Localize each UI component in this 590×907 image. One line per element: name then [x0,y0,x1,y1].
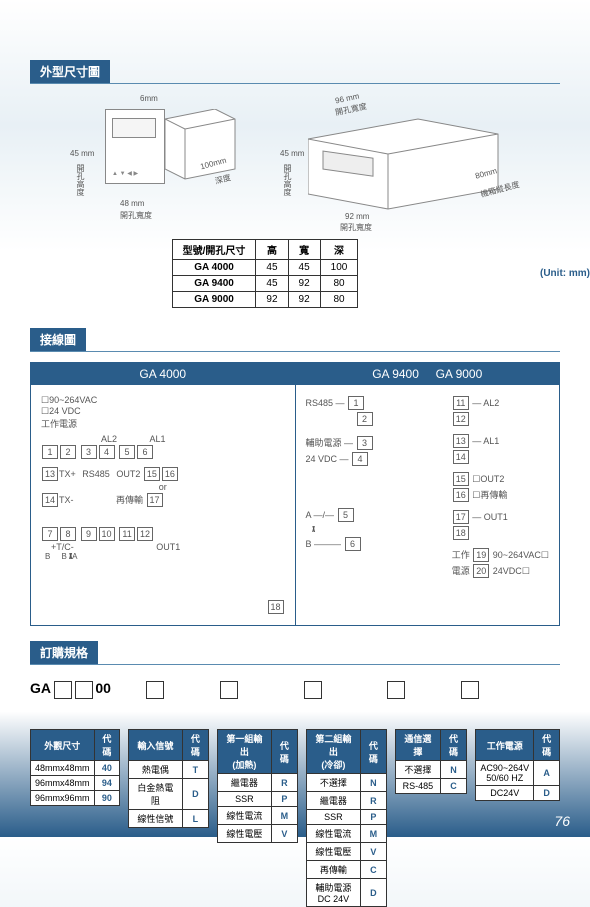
section-divider [30,664,560,665]
iso-9400-icon [308,109,518,219]
table-row: GA 9000929280 [172,292,358,308]
code-slot [54,681,72,699]
drawing-ga9400-9000: 96 mm 開孔寬度 45 mm 開孔高度 80mm 機箱縱長度 92 mm 開… [280,94,520,224]
ordering-tables-row: 外觀尺寸代碼48mmx48mm4096mmx48mm9496mmx96mm90輸… [30,729,560,907]
table-row: 再傳輸C [307,861,387,879]
dim-table-header: 型號/開孔尺寸 [172,240,256,260]
code-slot [461,681,479,699]
dim-table-header: 深 [320,240,358,260]
drawing-ga4000: 6mm 45 mm ▲ ▼ ◀ ▶ 45mm 100mm 48 mm 開孔寬度 … [70,94,250,224]
page-number: 76 [554,813,570,829]
dim-table-header: 高 [256,240,288,260]
table-row: 繼電器R [218,774,298,792]
code-slot [146,681,164,699]
code-slot [387,681,405,699]
code-slot [220,681,238,699]
table-row: AC90~264V50/60 HZA [476,761,560,786]
dimensions-table: 型號/開孔尺寸高寬深 GA 40004545100GA 9400459280GA… [172,239,359,308]
option-table: 輸入信號代碼熱電偶T白金熱電阻D線性信號L [128,729,209,828]
option-table: 第二組輸出(冷卻)代碼不選擇N繼電器RSSRP線性電流M線性電壓V再傳輸C輔助電… [306,729,387,907]
table-row: 白金熱電阻D [129,779,209,810]
depth-iso-icon [165,109,245,189]
table-row: DC24VD [476,786,560,801]
table-row: 線性電壓V [307,843,387,861]
ordering-section: 訂購規格 GA 00 外觀尺寸代碼48mmx48mm4096mmx48mm949… [0,641,590,907]
option-table: 第一組輸出(加熱)代碼繼電器RSSRP線性電流M線性電壓V [217,729,298,843]
table-row: GA 40004545100 [172,260,358,276]
table-row: 96mmx48mm94 [31,776,120,791]
table-row: 熱電偶T [129,761,209,779]
table-row: 48mmx48mm40 [31,761,120,776]
wiring-heading: 接線圖 [30,328,86,351]
dim-table-header: 寬 [288,240,320,260]
wiring-container: GA 4000 ☐90~264VAC ☐24 VDC 工作電源 AL2 AL1 … [30,362,560,626]
wiring-title-ga9400-9000: GA 9400 GA 9000 [296,363,560,385]
dimensions-heading: 外型尺寸圖 [30,60,110,83]
wiring-section: 接線圖 GA 4000 ☐90~264VAC ☐24 VDC 工作電源 AL2 … [0,328,590,626]
table-row: SSRP [307,810,387,825]
ordering-heading: 訂購規格 [30,641,98,664]
option-table: 工作電源代碼AC90~264V50/60 HZADC24VD [475,729,560,801]
table-row: 線性信號L [129,810,209,828]
unit-label: (Unit: mm) [540,268,590,279]
code-slot [75,681,93,699]
table-row: GA 9400459280 [172,276,358,292]
ordering-code-row: GA 00 [30,680,560,699]
section-divider [30,83,560,84]
table-row: 96mmx96mm90 [31,791,120,806]
table-row: 繼電器R [307,792,387,810]
table-row: 輔助電源DC 24VD [307,879,387,907]
table-row: 不選擇N [307,774,387,792]
table-row: SSRP [218,792,298,807]
table-row: RS-485C [396,779,467,794]
dimension-drawings: 6mm 45 mm ▲ ▼ ◀ ▶ 45mm 100mm 48 mm 開孔寬度 … [30,94,560,224]
code-slot [304,681,322,699]
ordering-body: GA 00 外觀尺寸代碼48mmx48mm4096mmx48mm9496mmx9… [30,680,560,907]
table-row: 線性電流M [307,825,387,843]
wiring-panel-ga4000: GA 4000 ☐90~264VAC ☐24 VDC 工作電源 AL2 AL1 … [31,363,296,625]
table-row: 不選擇N [396,761,467,779]
section-divider [30,351,560,352]
table-row: 線性電流M [218,807,298,825]
option-table: 外觀尺寸代碼48mmx48mm4096mmx48mm9496mmx96mm90 [30,729,120,806]
option-table: 通信選擇代碼不選擇NRS-485C [395,729,467,794]
wiring-title-ga4000: GA 4000 [31,363,295,385]
dimensions-section: 外型尺寸圖 6mm 45 mm ▲ ▼ ◀ ▶ 45mm 100mm 48 mm… [0,0,590,313]
wiring-panel-ga9400-9000: GA 9400 GA 9000 RS485 — 1 2 輔助電源 — 3 24 … [296,363,560,625]
table-row: 線性電壓V [218,825,298,843]
